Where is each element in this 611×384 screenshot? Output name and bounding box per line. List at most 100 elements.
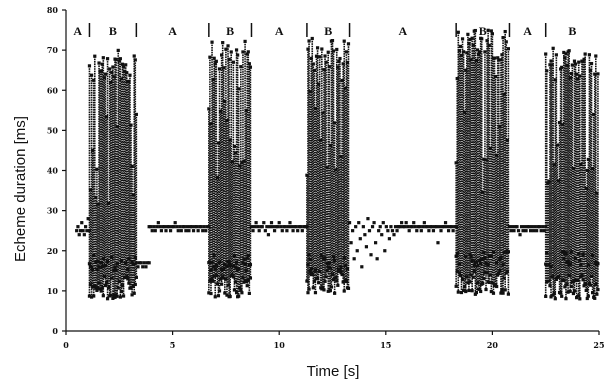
data-point bbox=[125, 275, 129, 279]
phase-label: B bbox=[226, 24, 234, 38]
data-point bbox=[95, 267, 99, 272]
data-point bbox=[312, 68, 316, 72]
data-point bbox=[234, 291, 239, 295]
data-point bbox=[111, 65, 115, 69]
data-point bbox=[340, 78, 344, 83]
data-point bbox=[466, 281, 470, 285]
data-point bbox=[232, 253, 237, 258]
data-point bbox=[582, 284, 586, 288]
data-point bbox=[313, 291, 318, 295]
data-point bbox=[515, 225, 519, 229]
data-point bbox=[306, 47, 310, 51]
data-point bbox=[386, 229, 390, 233]
data-point bbox=[475, 48, 480, 52]
data-point bbox=[313, 268, 318, 272]
data-point bbox=[400, 221, 404, 225]
data-point bbox=[594, 283, 598, 287]
data-point bbox=[325, 269, 329, 273]
data-point bbox=[314, 54, 319, 58]
data-point bbox=[306, 263, 310, 267]
data-point bbox=[533, 225, 537, 229]
data-point bbox=[581, 278, 585, 282]
data-point bbox=[343, 264, 347, 268]
data-point bbox=[120, 62, 125, 66]
data-point bbox=[81, 229, 85, 233]
data-point bbox=[242, 257, 246, 261]
x-tick-label: 25 bbox=[593, 340, 604, 350]
data-point bbox=[244, 279, 248, 284]
data-point bbox=[149, 225, 153, 229]
data-point bbox=[226, 44, 230, 48]
data-point bbox=[100, 264, 104, 269]
data-point bbox=[456, 30, 460, 34]
data-point bbox=[573, 278, 578, 283]
data-point bbox=[329, 285, 334, 289]
data-point bbox=[324, 275, 328, 279]
data-point bbox=[269, 221, 274, 225]
data-point bbox=[220, 282, 224, 286]
data-point bbox=[482, 277, 486, 281]
data-point bbox=[241, 50, 245, 54]
data-point bbox=[232, 288, 237, 292]
data-point bbox=[335, 47, 339, 52]
data-point bbox=[232, 144, 237, 148]
data-point bbox=[241, 261, 245, 265]
data-point bbox=[112, 293, 116, 297]
data-point bbox=[398, 225, 402, 229]
data-point bbox=[256, 225, 260, 229]
data-point bbox=[105, 57, 110, 61]
data-point bbox=[239, 65, 243, 69]
data-point bbox=[492, 56, 497, 60]
data-point bbox=[300, 229, 304, 233]
data-point bbox=[375, 257, 379, 261]
data-point bbox=[561, 123, 565, 127]
data-point bbox=[237, 87, 241, 91]
data-point bbox=[564, 297, 568, 301]
data-point bbox=[486, 28, 490, 32]
data-point bbox=[507, 225, 512, 229]
data-point bbox=[439, 229, 443, 233]
data-point bbox=[541, 225, 545, 229]
data-point bbox=[254, 221, 258, 225]
data-point bbox=[333, 291, 337, 295]
data-point bbox=[242, 159, 246, 163]
data-point bbox=[110, 255, 114, 260]
data-point bbox=[96, 202, 100, 206]
data-point bbox=[562, 256, 566, 260]
data-point bbox=[498, 257, 502, 262]
x-tick-label: 0 bbox=[63, 340, 69, 350]
data-point bbox=[345, 60, 350, 65]
data-point bbox=[567, 49, 571, 53]
data-point bbox=[383, 249, 387, 253]
x-tick-label: 15 bbox=[380, 340, 391, 350]
data-point bbox=[512, 229, 516, 233]
data-point bbox=[501, 262, 505, 266]
data-point bbox=[478, 50, 482, 54]
data-point bbox=[105, 259, 110, 264]
data-point bbox=[207, 107, 211, 111]
data-point bbox=[358, 237, 362, 241]
phase-label: B bbox=[568, 24, 576, 38]
data-point bbox=[311, 286, 315, 290]
data-point bbox=[153, 229, 157, 233]
data-point bbox=[252, 225, 257, 229]
data-point bbox=[573, 62, 578, 66]
data-point bbox=[468, 37, 472, 42]
data-point bbox=[334, 168, 338, 172]
data-point bbox=[561, 250, 565, 254]
data-point bbox=[294, 225, 298, 229]
data-point bbox=[566, 290, 570, 294]
data-point bbox=[594, 54, 598, 58]
data-point bbox=[202, 225, 206, 229]
data-point bbox=[224, 47, 228, 51]
data-point bbox=[313, 106, 318, 111]
data-point bbox=[460, 37, 465, 41]
data-point bbox=[481, 190, 485, 194]
data-point bbox=[341, 62, 345, 66]
data-point bbox=[357, 221, 361, 225]
data-point bbox=[552, 163, 556, 167]
data-point bbox=[215, 176, 219, 180]
data-point bbox=[336, 65, 340, 69]
y-axis-title: Echeme duration [ms] bbox=[12, 116, 29, 262]
data-point bbox=[257, 229, 261, 233]
